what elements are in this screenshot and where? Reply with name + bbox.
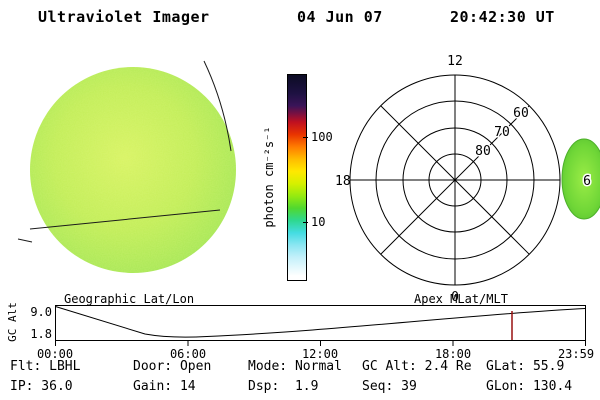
status-gcalt: GC Alt: 2.4 Re — [362, 359, 472, 374]
gc-alt-ymax: 9.0 — [30, 305, 52, 319]
mlat-label-70: 70 — [494, 125, 510, 140]
disk-speckle-texture — [30, 67, 236, 273]
mlt-spoke-diag-2 — [380, 105, 530, 255]
status-seq: Seq: 39 — [362, 379, 417, 394]
xtick-1200: 12:00 — [301, 347, 339, 361]
status-flt: Flt: LBHL — [10, 359, 81, 374]
date-display: 04 Jun 07 — [297, 8, 383, 26]
colorbar-gradient — [287, 74, 307, 281]
polar-grid: 12 0 18 6 60 70 80 — [335, 54, 600, 305]
gc-alt-ymin: 1.8 — [30, 327, 52, 341]
mlt-label-0: 0 — [451, 290, 459, 305]
xtick-2359: 23:59 — [557, 347, 595, 361]
colorbar-label: photon cm⁻²s⁻¹ — [262, 126, 276, 228]
colorbar-tick-100: 100 — [311, 130, 333, 144]
status-glat: GLat: 55.9 — [486, 359, 565, 374]
colorbar-tick-10: 10 — [311, 215, 326, 229]
disk-grid-line-parallel — [29, 209, 221, 230]
mlat-label-80: 80 — [475, 144, 491, 159]
time-display: 20:42:30 UT — [450, 8, 555, 26]
mlt-label-18: 18 — [335, 174, 351, 189]
mlt-label-6: 6 — [583, 174, 591, 189]
gc-alt-plot-frame — [55, 305, 586, 341]
status-dsp: Dsp: 1.9 — [248, 379, 319, 394]
xtick-0000: 00:00 — [36, 347, 74, 361]
status-glon: GLon: 130.4 — [486, 379, 573, 394]
mlt-label-12: 12 — [447, 54, 463, 69]
status-ip: IP: 36.0 — [10, 379, 73, 394]
mlat-label-60: 60 — [513, 106, 529, 121]
uv-disk-image — [17, 60, 236, 273]
xtick-0600: 06:00 — [169, 347, 207, 361]
disk-grid-line-meridian — [203, 60, 232, 152]
disk-grid-line-edge-tick — [17, 238, 33, 243]
timeline-right-title: Apex MLat/MLT — [414, 292, 508, 306]
app-title: Ultraviolet Imager — [38, 8, 210, 26]
colorbar-tickmark-10 — [303, 222, 308, 223]
timeline-left-title: Geographic Lat/Lon — [64, 292, 195, 306]
gc-alt-plot — [55, 305, 586, 346]
status-gain: Gain: 14 — [133, 379, 196, 394]
xtick-1800: 18:00 — [434, 347, 472, 361]
auroral-image-patch — [561, 138, 600, 220]
x-axis-ticks — [55, 341, 586, 346]
colorbar-tickmark-100 — [303, 137, 308, 138]
gc-alt-axis-label: GC Alt — [6, 302, 19, 342]
status-door: Door: Open — [133, 359, 212, 374]
gc-alt-curve — [55, 306, 586, 338]
status-mode: Mode: Normal — [248, 359, 342, 374]
